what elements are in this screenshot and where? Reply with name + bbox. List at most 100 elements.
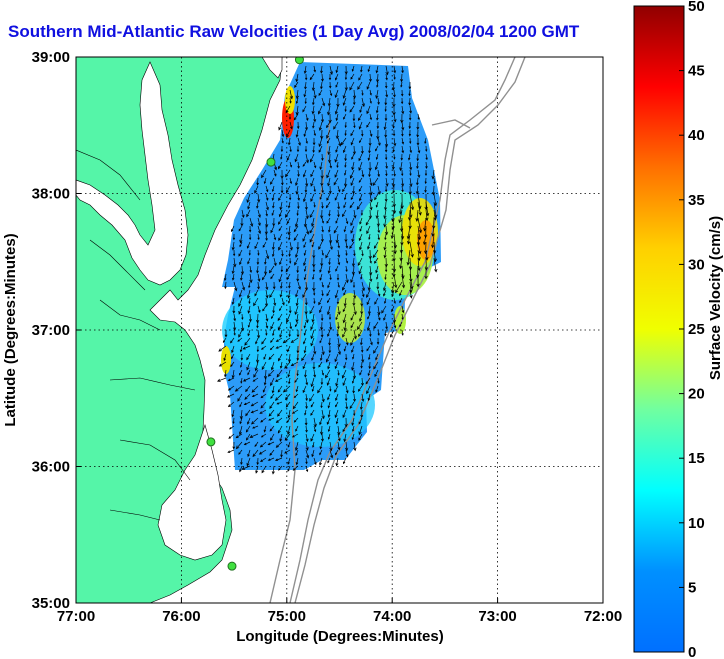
velocity-arrow bbox=[325, 249, 331, 259]
velocity-arrow bbox=[320, 329, 324, 338]
velocity-arrow bbox=[296, 209, 299, 216]
velocity-arrow bbox=[223, 273, 227, 282]
velocity-arrow bbox=[311, 105, 315, 115]
velocity-arrow bbox=[352, 113, 356, 122]
velocity-arrow bbox=[310, 193, 315, 203]
velocity-arrow bbox=[344, 353, 348, 361]
velocity-arrow bbox=[303, 217, 308, 228]
velocity-arrow bbox=[377, 289, 381, 297]
velocity-arrow bbox=[361, 281, 366, 292]
velocity-arrow bbox=[268, 409, 275, 417]
velocity-arrow bbox=[358, 233, 363, 242]
velocity-arrow bbox=[343, 297, 347, 307]
velocity-arrow bbox=[265, 201, 269, 211]
velocity-arrow bbox=[296, 146, 300, 153]
velocity-arrow bbox=[273, 233, 277, 241]
velocity-arrow bbox=[424, 185, 427, 193]
velocity-arrow bbox=[319, 417, 323, 426]
velocity-arrow bbox=[350, 217, 355, 227]
velocity-arrow bbox=[242, 377, 251, 382]
velocity-arrow bbox=[385, 177, 389, 187]
velocity-patch-south-green bbox=[394, 306, 406, 334]
velocity-arrow bbox=[352, 89, 357, 100]
velocity-arrow bbox=[342, 305, 347, 313]
velocity-arrow bbox=[313, 89, 317, 99]
velocity-arrow bbox=[356, 321, 363, 330]
velocity-arrow bbox=[328, 209, 331, 217]
velocity-arrow bbox=[247, 417, 251, 425]
velocity-arrow bbox=[351, 361, 355, 371]
velocity-arrow bbox=[328, 345, 332, 354]
velocity-arrow bbox=[284, 209, 291, 218]
velocity-arrow bbox=[417, 217, 423, 234]
velocity-arrow bbox=[350, 313, 355, 321]
velocity-arrow bbox=[383, 121, 387, 131]
velocity-arrow bbox=[375, 65, 379, 74]
velocity-arrow bbox=[321, 409, 325, 420]
velocity-arrow bbox=[297, 137, 301, 146]
y-tick-label: 38:00 bbox=[32, 186, 70, 203]
colorbar-tick-label: 35 bbox=[688, 192, 705, 209]
velocity-arrow bbox=[337, 305, 341, 316]
velocity-arrow bbox=[368, 145, 371, 154]
velocity-arrow bbox=[377, 313, 381, 321]
velocity-arrow bbox=[359, 105, 363, 114]
colorbar-tick-label: 10 bbox=[688, 515, 705, 532]
velocity-arrow bbox=[415, 185, 419, 195]
velocity-arrow bbox=[304, 81, 307, 90]
velocity-arrow bbox=[360, 305, 364, 315]
velocity-arrow bbox=[337, 345, 342, 356]
velocity-arrow bbox=[327, 425, 331, 433]
velocity-arrow bbox=[409, 105, 413, 114]
velocity-arrow bbox=[312, 249, 316, 259]
velocity-arrow bbox=[311, 81, 315, 92]
velocity-arrow bbox=[401, 137, 405, 145]
velocity-arrow bbox=[295, 177, 299, 187]
velocity-arrow bbox=[337, 137, 342, 147]
velocity-arrow bbox=[326, 121, 331, 129]
velocity-arrow bbox=[375, 153, 379, 160]
velocity-arrow bbox=[383, 313, 387, 321]
velocity-arrow bbox=[358, 153, 363, 162]
velocity-arrow bbox=[288, 193, 292, 201]
velocity-arrow bbox=[304, 146, 308, 153]
grid-lines bbox=[76, 57, 603, 603]
velocity-arrow bbox=[384, 153, 388, 161]
bathymetry-contour-1 bbox=[289, 57, 516, 603]
velocity-arrow bbox=[349, 169, 355, 179]
velocity-arrow bbox=[303, 321, 307, 329]
velocity-arrow bbox=[400, 89, 404, 97]
velocity-arrow bbox=[321, 249, 324, 256]
velocity-arrow bbox=[232, 305, 236, 314]
velocity-arrow bbox=[320, 313, 324, 322]
velocity-arrow bbox=[377, 305, 381, 316]
velocity-arrow bbox=[287, 345, 291, 353]
colorbar-tick-label: 50 bbox=[688, 0, 705, 15]
velocity-arrow bbox=[251, 393, 259, 398]
velocity-arrow bbox=[256, 177, 260, 186]
velocity-arrow bbox=[335, 81, 339, 88]
velocity-arrow bbox=[408, 97, 412, 106]
velocity-arrow bbox=[254, 361, 259, 372]
velocity-arrow bbox=[382, 281, 387, 292]
velocity-arrow bbox=[417, 201, 422, 216]
velocity-arrow bbox=[319, 449, 323, 456]
velocity-arrow bbox=[359, 137, 363, 144]
velocity-arrow bbox=[293, 417, 299, 423]
velocity-arrow bbox=[284, 393, 291, 401]
velocity-arrow bbox=[257, 281, 260, 290]
velocity-arrow bbox=[289, 121, 293, 130]
velocity-arrow bbox=[286, 425, 291, 435]
velocity-arrow bbox=[326, 305, 331, 316]
velocity-arrow bbox=[401, 177, 405, 187]
velocity-arrow bbox=[239, 401, 243, 408]
velocity-arrow bbox=[342, 185, 347, 193]
velocity-arrow bbox=[294, 441, 299, 452]
velocity-arrow bbox=[385, 89, 389, 98]
velocity-arrow bbox=[239, 465, 243, 473]
velocity-arrow bbox=[270, 393, 275, 399]
velocity-arrow bbox=[303, 65, 307, 74]
velocity-arrow bbox=[358, 265, 363, 275]
velocity-arrow bbox=[329, 161, 333, 169]
velocity-arrow bbox=[321, 393, 325, 403]
